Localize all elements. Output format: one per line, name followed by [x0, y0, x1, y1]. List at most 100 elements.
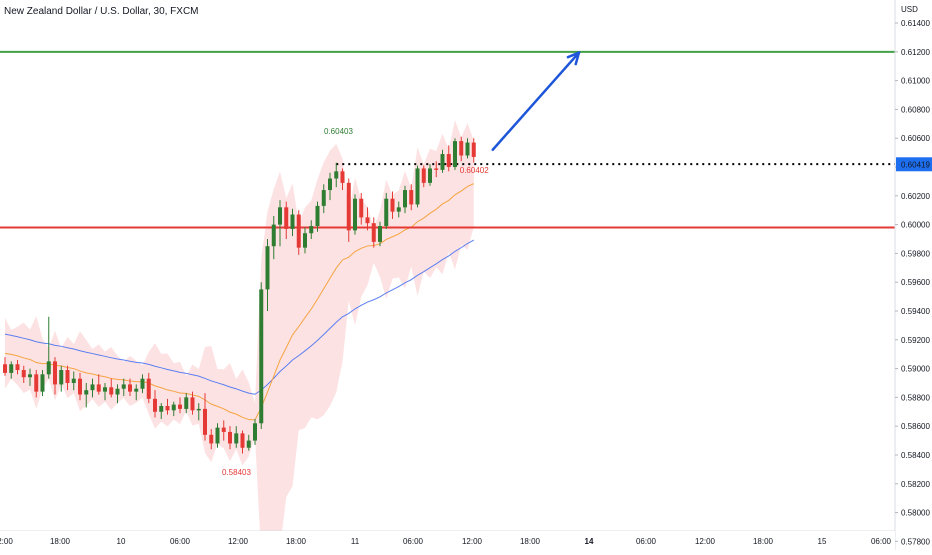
x-tick-label: 14 [585, 537, 594, 546]
candle-body [115, 388, 120, 395]
candle-body [246, 440, 251, 448]
x-tick-label: 06:00 [403, 537, 424, 546]
candle-body [21, 370, 26, 378]
candle-body [471, 142, 476, 157]
horizontal-levels[interactable] [0, 50, 895, 229]
candle-body [278, 207, 282, 225]
y-tick-label: 0.60800 [901, 105, 930, 114]
candle-body [321, 190, 326, 206]
candle-body [84, 390, 89, 395]
last-label: 0.60402 [460, 166, 489, 175]
y-tick-label: 0.60200 [901, 192, 930, 201]
candle-body [315, 205, 320, 227]
x-tick-label: 11 [351, 537, 360, 546]
candle-body [365, 217, 370, 224]
candle-body [40, 374, 45, 392]
candle-body [153, 398, 157, 412]
candle-body [340, 171, 345, 183]
projection-arrow [491, 51, 581, 151]
candle-body [465, 142, 470, 156]
candle-body [146, 378, 151, 399]
x-tick-label: 12:00 [695, 537, 716, 546]
candle-body [359, 198, 364, 218]
y-tick-label: 0.59200 [901, 336, 930, 345]
candle-body [46, 361, 51, 375]
projection-arrow-head [566, 51, 581, 59]
candle-body [15, 364, 20, 371]
x-tick-label: 18:00 [520, 537, 541, 546]
candle-body [65, 370, 70, 383]
slow-ema-line [4, 239, 474, 395]
y-tick-label: 0.59600 [901, 278, 930, 287]
candle-body [159, 406, 164, 412]
y-tick-label: 0.57800 [901, 537, 930, 546]
y-tick-label: 0.60000 [901, 221, 930, 230]
candle-body [203, 408, 207, 435]
candle-body [434, 168, 439, 170]
x-tick-label: 10 [117, 537, 126, 546]
candle-body [440, 154, 445, 170]
current-price-tag [896, 157, 932, 172]
candle-body [334, 171, 339, 179]
candle-body [171, 404, 176, 411]
candle-body [28, 374, 32, 378]
candle-body [71, 378, 76, 383]
x-tick-label: 18:00 [50, 537, 71, 546]
candle-body [128, 384, 132, 392]
candle-body [371, 223, 376, 242]
candle-body [459, 141, 464, 156]
candle-body [309, 226, 314, 234]
y-tick-label: 0.58000 [901, 509, 930, 518]
candle-body [259, 289, 264, 424]
y-tick-label: 0.58200 [901, 480, 930, 489]
candle-body [165, 406, 170, 411]
candle-body [409, 190, 414, 205]
y-tick-label: 0.59800 [901, 249, 930, 258]
candle-body [421, 168, 426, 183]
annotations: 0.60403 0.58403 0.60402 [222, 51, 581, 477]
candle-body [103, 387, 107, 392]
moving-averages [4, 183, 474, 421]
candle-body [328, 178, 332, 191]
current-price-label: 0.60419 [901, 160, 930, 169]
x-tick-label: 12:00 [462, 537, 483, 546]
candle-body [390, 198, 395, 212]
x-tick-label: 12:00 [228, 537, 249, 546]
candle-body [196, 408, 201, 411]
currency-label: USD [901, 5, 918, 14]
candle-body [90, 384, 95, 391]
candle-body [59, 370, 64, 385]
candle-body [53, 361, 57, 385]
candle-body [134, 388, 139, 392]
candle-body [140, 378, 145, 389]
low-label: 0.58403 [222, 468, 251, 477]
candle-body [96, 384, 101, 392]
indicator-band [5, 120, 474, 555]
x-tick-label: 06:00 [636, 537, 657, 546]
chart-title: New Zealand Dollar / U.S. Dollar, 30, FX… [4, 6, 199, 17]
candle-body [453, 141, 457, 168]
y-tick-label: 0.59000 [901, 365, 930, 374]
x-tick-label: 18:00 [753, 537, 774, 546]
candle-body [3, 364, 7, 373]
y-tick-label: 0.58600 [901, 422, 930, 431]
x-axis-bg [0, 531, 895, 550]
candle-body [178, 404, 182, 409]
candle-body [446, 154, 451, 168]
y-tick-label: 0.58800 [901, 393, 930, 402]
candle-body [378, 226, 382, 242]
x-tick-label: 18:00 [286, 537, 307, 546]
candle-body [396, 207, 401, 212]
y-tick-label: 0.58400 [901, 451, 930, 460]
candle-body [190, 397, 195, 411]
candle-body [415, 168, 420, 205]
candle-body [78, 378, 82, 395]
candle-body [240, 433, 245, 448]
candle-body [296, 214, 301, 248]
x-tick-label: 2:00 [0, 537, 13, 546]
y-tick-label: 0.61200 [901, 48, 930, 57]
candle-body [428, 168, 432, 183]
